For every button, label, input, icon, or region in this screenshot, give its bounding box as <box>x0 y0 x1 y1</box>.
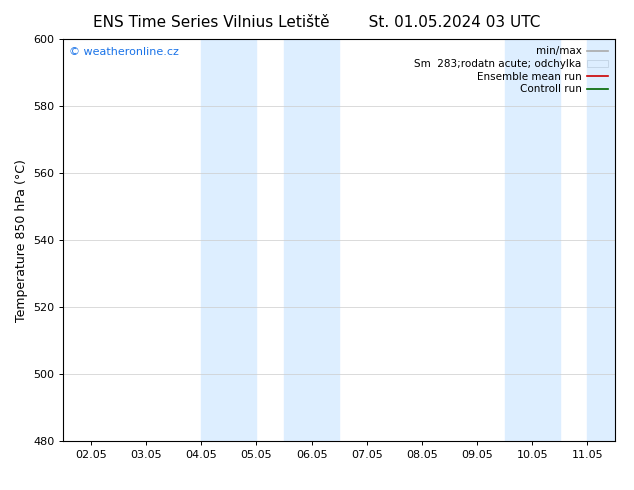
Bar <box>284 39 339 441</box>
Bar <box>505 39 560 441</box>
Text: ENS Time Series Vilnius Letiště        St. 01.05.2024 03 UTC: ENS Time Series Vilnius Letiště St. 01.0… <box>93 15 541 30</box>
Bar <box>202 39 256 441</box>
Bar <box>588 39 615 441</box>
Text: © weatheronline.cz: © weatheronline.cz <box>69 47 179 57</box>
Y-axis label: Temperature 850 hPa (°C): Temperature 850 hPa (°C) <box>15 159 27 321</box>
Legend: min/max, Sm  283;rodatn acute; odchylka, Ensemble mean run, Controll run: min/max, Sm 283;rodatn acute; odchylka, … <box>412 45 610 97</box>
